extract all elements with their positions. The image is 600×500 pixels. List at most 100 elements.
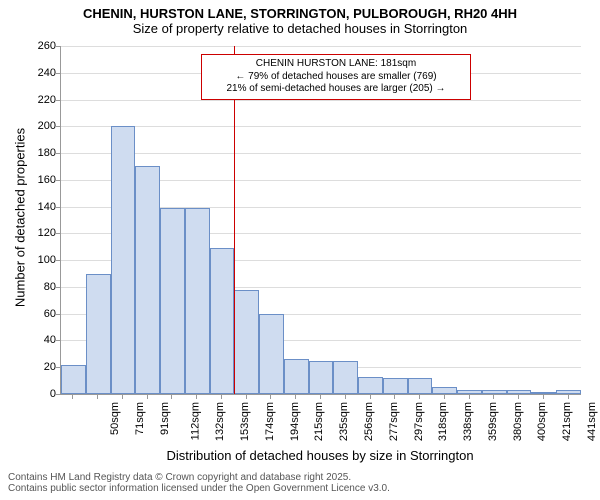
y-tick-mark [55,340,60,341]
footer-line2: Contains public sector information licen… [8,483,390,494]
histogram-bar [556,390,581,394]
histogram-bar [135,166,160,394]
histogram-bar [61,365,86,394]
x-tick-mark [196,394,197,399]
x-tick-label: 215sqm [314,402,326,441]
x-tick-label: 297sqm [413,402,425,441]
histogram-bar [408,378,433,394]
gridline [61,100,581,101]
x-tick-label: 50sqm [109,402,121,435]
x-tick-label: 132sqm [215,402,227,441]
y-tick-label: 260 [26,40,56,52]
y-tick-label: 240 [26,67,56,79]
histogram-bar [259,314,284,394]
histogram-bar [234,290,259,394]
y-tick-label: 220 [26,94,56,106]
x-tick-mark [394,394,395,399]
y-tick-label: 100 [26,254,56,266]
title-block: CHENIN, HURSTON LANE, STORRINGTON, PULBO… [0,0,600,36]
histogram-bar [531,392,556,394]
y-tick-label: 200 [26,120,56,132]
x-tick-label: 194sqm [289,402,301,441]
y-tick-mark [55,153,60,154]
histogram-bar [432,387,457,394]
annotation-line: CHENIN HURSTON LANE: 181sqm [208,58,464,71]
x-tick-label: 174sqm [264,402,276,441]
histogram-bar [284,359,309,394]
x-tick-label: 359sqm [487,402,499,441]
y-tick-mark [55,233,60,234]
y-tick-mark [55,394,60,395]
y-tick-mark [55,73,60,74]
gridline [61,126,581,127]
y-tick-mark [55,126,60,127]
x-axis-label: Distribution of detached houses by size … [60,448,580,463]
x-tick-mark [419,394,420,399]
x-tick-mark [147,394,148,399]
footer-line1: Contains HM Land Registry data © Crown c… [8,472,390,483]
y-tick-label: 160 [26,174,56,186]
y-tick-label: 0 [26,388,56,400]
histogram-bar [111,126,136,394]
y-tick-label: 40 [26,334,56,346]
x-tick-mark [295,394,296,399]
annotation-line: 21% of semi-detached houses are larger (… [208,83,464,96]
x-tick-label: 256sqm [363,402,375,441]
x-tick-mark [493,394,494,399]
x-tick-label: 277sqm [388,402,400,441]
x-tick-mark [444,394,445,399]
x-tick-label: 380sqm [512,402,524,441]
y-tick-label: 60 [26,308,56,320]
y-tick-mark [55,287,60,288]
histogram-bar [210,248,235,394]
histogram-bar [333,361,358,394]
x-tick-mark [221,394,222,399]
y-tick-mark [55,367,60,368]
x-tick-label: 338sqm [462,402,474,441]
x-tick-label: 71sqm [134,402,146,435]
chart-title: CHENIN, HURSTON LANE, STORRINGTON, PULBO… [0,6,600,21]
y-tick-label: 180 [26,147,56,159]
x-tick-mark [270,394,271,399]
y-tick-mark [55,100,60,101]
x-tick-mark [543,394,544,399]
x-tick-mark [345,394,346,399]
histogram-bar [86,274,111,394]
x-tick-label: 441sqm [586,402,598,441]
x-tick-label: 112sqm [189,402,201,440]
gridline [61,46,581,47]
x-tick-mark [97,394,98,399]
y-tick-label: 20 [26,361,56,373]
x-tick-label: 91sqm [159,402,171,435]
y-tick-label: 120 [26,227,56,239]
x-tick-label: 421sqm [561,402,573,441]
annotation-box: CHENIN HURSTON LANE: 181sqm← 79% of deta… [201,54,471,100]
histogram-bar [383,378,408,394]
y-tick-mark [55,46,60,47]
histogram-bar [185,208,210,394]
x-tick-mark [370,394,371,399]
x-tick-mark [469,394,470,399]
x-tick-label: 400sqm [536,402,548,441]
x-tick-label: 153sqm [239,402,251,441]
x-tick-mark [568,394,569,399]
y-tick-mark [55,260,60,261]
plot-area: CHENIN HURSTON LANE: 181sqm← 79% of deta… [60,46,581,395]
x-tick-mark [246,394,247,399]
y-tick-mark [55,314,60,315]
histogram-bar [160,208,185,394]
x-tick-label: 235sqm [338,402,350,441]
y-tick-label: 140 [26,201,56,213]
y-tick-mark [55,207,60,208]
chart-container: CHENIN, HURSTON LANE, STORRINGTON, PULBO… [0,0,600,500]
gridline [61,153,581,154]
x-tick-mark [518,394,519,399]
y-tick-mark [55,180,60,181]
x-tick-mark [320,394,321,399]
histogram-bar [457,390,482,394]
histogram-bar [358,377,383,394]
y-tick-label: 80 [26,281,56,293]
footer: Contains HM Land Registry data © Crown c… [8,472,390,494]
x-tick-mark [72,394,73,399]
annotation-line: ← 79% of detached houses are smaller (76… [208,71,464,84]
